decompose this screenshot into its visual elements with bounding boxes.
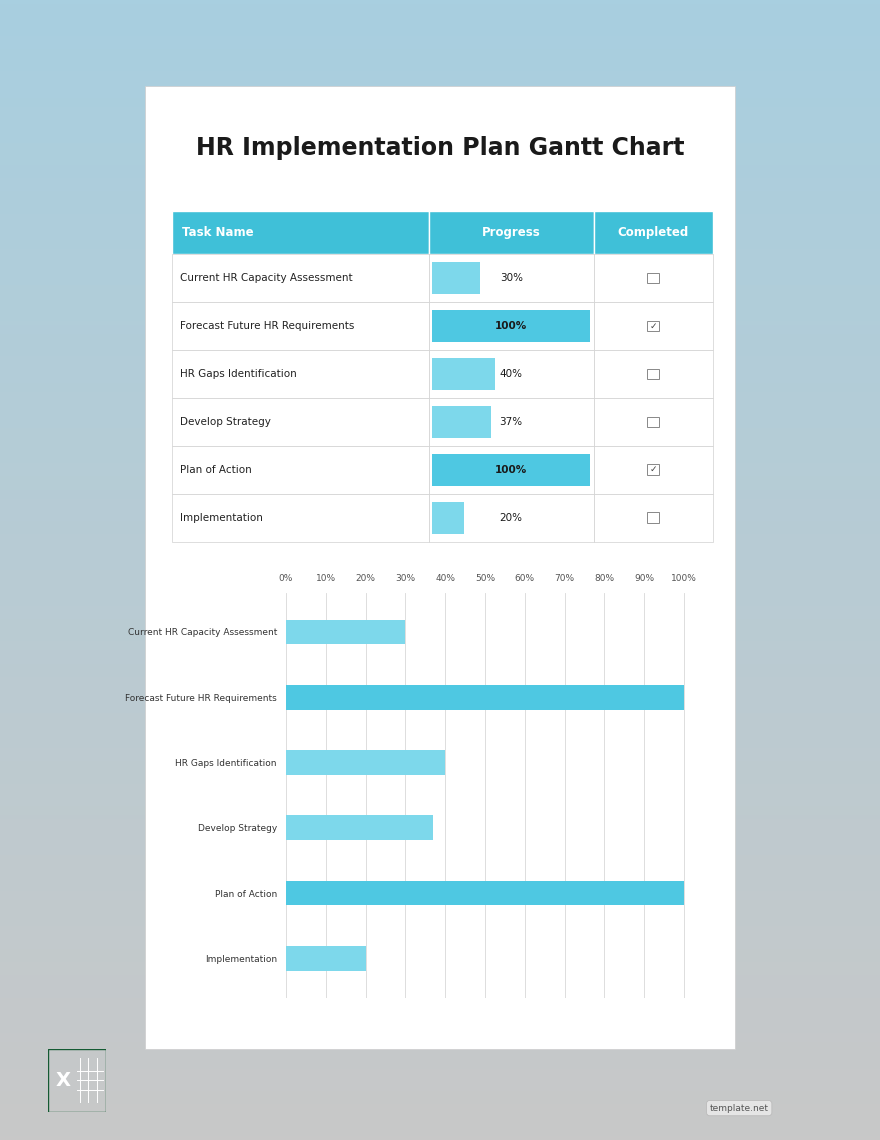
Text: ✓: ✓ <box>649 321 657 331</box>
Text: 30%: 30% <box>500 274 523 283</box>
Text: 40%: 40% <box>500 369 523 378</box>
Bar <box>286 946 365 971</box>
Text: Completed: Completed <box>618 226 689 239</box>
Text: 37%: 37% <box>500 417 523 426</box>
Text: 20%: 20% <box>500 513 523 522</box>
Text: Task Name: Task Name <box>182 226 253 239</box>
Text: HR Implementation Plan Gantt Chart: HR Implementation Plan Gantt Chart <box>195 136 685 161</box>
Text: Implementation: Implementation <box>180 513 263 522</box>
Text: ✓: ✓ <box>649 465 657 474</box>
Text: Plan of Action: Plan of Action <box>180 465 253 474</box>
Text: Current HR Capacity Assessment: Current HR Capacity Assessment <box>180 274 353 283</box>
Text: HR Gaps Identification: HR Gaps Identification <box>180 369 297 378</box>
Text: 100%: 100% <box>495 465 527 474</box>
Text: Progress: Progress <box>482 226 540 239</box>
Text: Forecast Future HR Requirements: Forecast Future HR Requirements <box>180 321 355 331</box>
Bar <box>286 815 433 840</box>
Text: 100%: 100% <box>495 321 527 331</box>
Bar <box>286 750 445 775</box>
Text: X: X <box>55 1070 70 1090</box>
Bar <box>286 685 684 709</box>
Bar <box>286 881 684 905</box>
Text: Develop Strategy: Develop Strategy <box>180 417 271 426</box>
Text: template.net: template.net <box>709 1104 769 1113</box>
Bar <box>286 619 406 644</box>
